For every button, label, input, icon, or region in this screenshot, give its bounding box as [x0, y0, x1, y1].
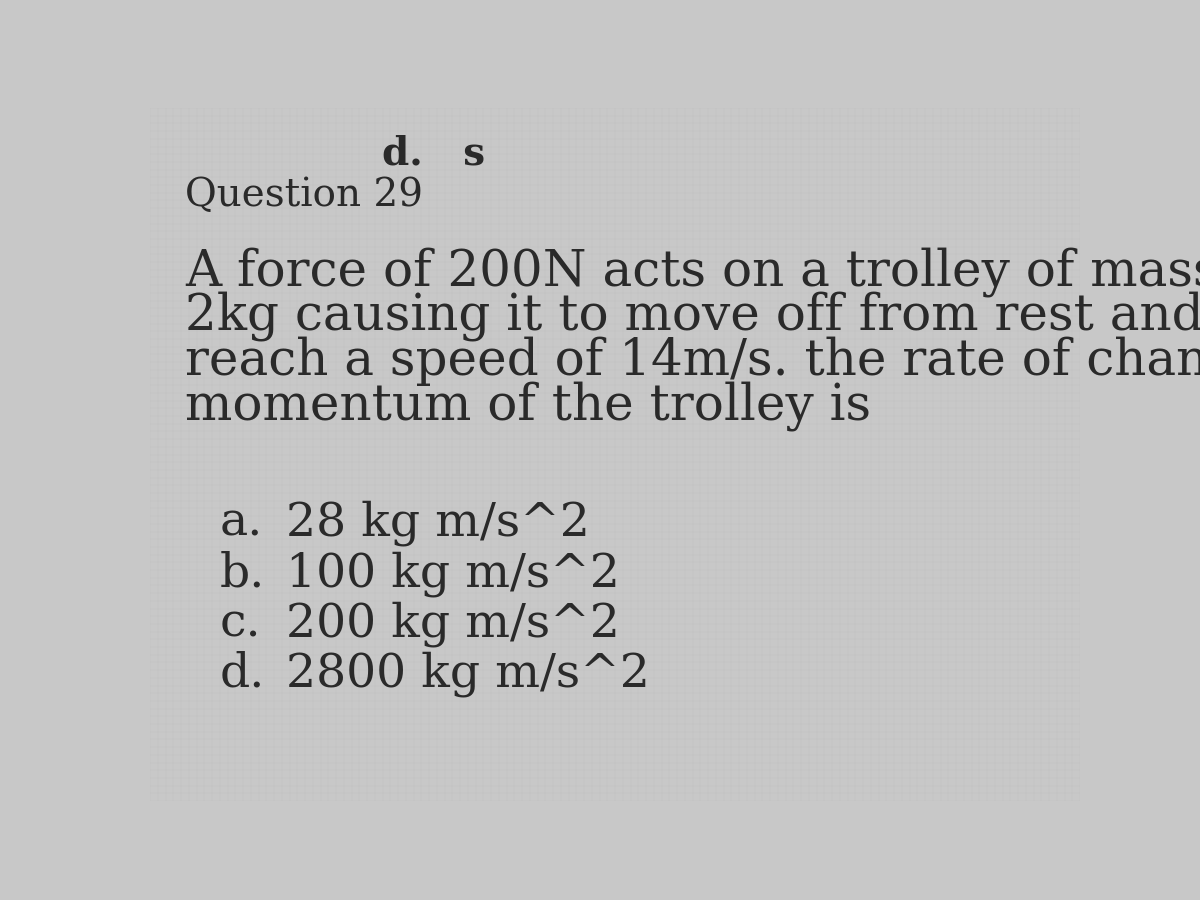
Text: c.: c. — [220, 601, 262, 646]
Text: momentum of the trolley is: momentum of the trolley is — [185, 381, 871, 430]
Text: 28 kg m/s^2: 28 kg m/s^2 — [286, 500, 589, 546]
Text: A force of 200N acts on a trolley of mass: A force of 200N acts on a trolley of mas… — [185, 247, 1200, 297]
Text: 2kg causing it to move off from rest and: 2kg causing it to move off from rest and — [185, 292, 1200, 341]
Text: 200 kg m/s^2: 200 kg m/s^2 — [286, 601, 619, 646]
Text: a.: a. — [220, 500, 263, 546]
Text: 100 kg m/s^2: 100 kg m/s^2 — [286, 551, 619, 597]
Text: b.: b. — [220, 551, 265, 596]
Text: d.   s: d. s — [383, 135, 486, 173]
Text: d.: d. — [220, 651, 265, 696]
Text: 2800 kg m/s^2: 2800 kg m/s^2 — [286, 651, 649, 697]
Text: reach a speed of 14m/s. the rate of change of: reach a speed of 14m/s. the rate of chan… — [185, 336, 1200, 386]
Text: Question 29: Question 29 — [185, 177, 422, 214]
